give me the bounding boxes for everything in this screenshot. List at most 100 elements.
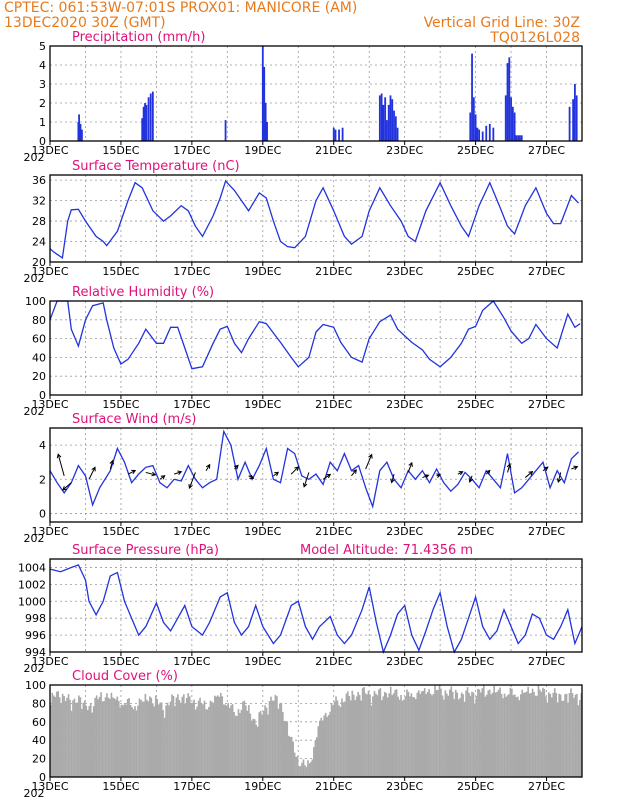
precip-xtick-label: 21DEC bbox=[315, 144, 352, 157]
cloud-bar bbox=[183, 694, 185, 777]
precip-bar bbox=[389, 95, 392, 141]
cloud-bar bbox=[273, 700, 275, 777]
cloud-bar bbox=[403, 699, 405, 777]
cloud-bar bbox=[219, 692, 222, 777]
wind-xtick-label: 17DEC bbox=[173, 525, 210, 538]
cloud-bar bbox=[382, 696, 385, 777]
cloud-bar bbox=[237, 709, 240, 777]
cloud-bar bbox=[302, 759, 305, 777]
cloud-bar bbox=[559, 694, 562, 777]
cloud-bar bbox=[233, 712, 235, 777]
cloud-bar bbox=[372, 696, 374, 777]
cloud-bar bbox=[165, 705, 167, 777]
cloud-bar bbox=[463, 701, 466, 777]
cloud-bar bbox=[267, 714, 269, 777]
rh-ytick-label: 20 bbox=[32, 370, 46, 383]
precip-bar bbox=[224, 120, 227, 141]
cloud-bar bbox=[438, 685, 441, 777]
pres-series-line bbox=[49, 564, 583, 655]
pres-ytick-label: 996 bbox=[25, 629, 46, 642]
cloud-bar bbox=[580, 693, 583, 777]
cloud-bar bbox=[533, 692, 535, 777]
cloud-bar bbox=[516, 696, 519, 777]
cloud-bar bbox=[174, 706, 176, 777]
cloud-bar bbox=[245, 705, 247, 777]
wind-vector-head bbox=[485, 469, 491, 475]
cloud-bar bbox=[180, 702, 182, 777]
precip-bar bbox=[575, 95, 578, 141]
wind-vector bbox=[571, 466, 578, 470]
cloud-bar bbox=[333, 701, 336, 777]
precip-bar bbox=[519, 135, 521, 141]
cloud-bar bbox=[429, 693, 432, 777]
cloud-bar bbox=[450, 686, 453, 777]
cloud-bar bbox=[576, 693, 578, 777]
cloud-bar bbox=[188, 696, 191, 777]
cloud-bar bbox=[490, 694, 493, 777]
cloud-bar bbox=[89, 703, 92, 777]
cloud-bar bbox=[558, 693, 560, 777]
cloud-bar bbox=[79, 697, 82, 777]
cloud-bar bbox=[336, 700, 339, 777]
cloud-bar bbox=[456, 692, 459, 777]
wind-vector-head bbox=[274, 471, 280, 477]
cloud-bar bbox=[363, 687, 365, 777]
rh-xtick-label: 19DEC bbox=[244, 398, 281, 411]
wind-xtick-label: 25DEC bbox=[457, 525, 494, 538]
precip-bar bbox=[511, 106, 514, 141]
cloud-ytick-label: 60 bbox=[32, 716, 46, 729]
precip-bar bbox=[568, 106, 571, 141]
cloud-bar bbox=[484, 696, 487, 777]
cloud-bar bbox=[375, 693, 377, 777]
wind-vector bbox=[57, 454, 65, 476]
wind-vector-head bbox=[424, 474, 430, 479]
precip-bar bbox=[574, 84, 576, 141]
cloud-bar bbox=[193, 699, 195, 777]
cloud-bar bbox=[72, 700, 74, 777]
wind-xtick-label: 19DEC bbox=[244, 525, 281, 538]
cloud-bar bbox=[394, 689, 396, 777]
cloud-bar bbox=[259, 710, 262, 777]
cloud-bar bbox=[449, 689, 451, 777]
wind-vector-head bbox=[468, 477, 474, 483]
cloud-bar bbox=[160, 702, 163, 777]
cloud-bar bbox=[413, 697, 416, 777]
cloud-bar bbox=[462, 694, 464, 777]
precip-bar bbox=[469, 112, 472, 141]
cloud-bar bbox=[162, 710, 164, 777]
precip-bar bbox=[81, 129, 83, 141]
wind-ytick-label: 2 bbox=[39, 473, 46, 486]
pres-xtick-label: 13DEC bbox=[31, 655, 68, 668]
precip-bar bbox=[145, 104, 148, 141]
cloud-bar bbox=[289, 736, 292, 777]
cloud-bar bbox=[406, 689, 408, 777]
cloud-bar bbox=[299, 766, 302, 777]
cloud-bar bbox=[159, 702, 161, 777]
cloud-bar bbox=[166, 702, 169, 777]
precip-bar bbox=[515, 135, 518, 141]
cloud-bar bbox=[360, 700, 362, 777]
cloud-bar bbox=[549, 693, 552, 777]
cloud-bar bbox=[117, 700, 120, 777]
cloud-bar bbox=[293, 752, 296, 777]
cloud-bar bbox=[242, 701, 244, 777]
cloud-bar bbox=[227, 703, 229, 777]
cloud-bar bbox=[110, 692, 113, 777]
cloud-bar bbox=[305, 766, 308, 777]
wind-vector-head bbox=[543, 466, 549, 472]
cloud-bar bbox=[379, 688, 382, 777]
cloud-bar bbox=[491, 692, 494, 777]
cloud-bar bbox=[426, 691, 429, 777]
cloud-bar bbox=[264, 705, 266, 777]
cloud-bar bbox=[212, 702, 215, 777]
cloud-bar bbox=[469, 695, 472, 777]
cloud-bar bbox=[224, 704, 227, 777]
cloud-bar bbox=[386, 697, 389, 777]
wind-vector bbox=[557, 472, 562, 483]
cloud-bar bbox=[94, 697, 96, 777]
cloud-bar bbox=[410, 693, 413, 777]
wind-vector bbox=[290, 466, 299, 475]
cloud-bar bbox=[548, 692, 550, 777]
precip-bar bbox=[263, 66, 266, 141]
wind-vector-head bbox=[294, 466, 300, 471]
